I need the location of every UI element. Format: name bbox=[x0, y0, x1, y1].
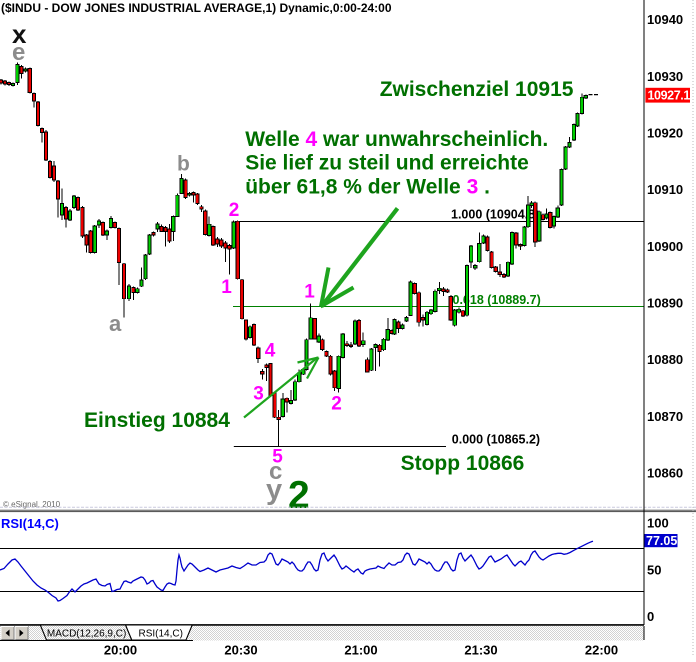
svg-text:10920: 10920 bbox=[647, 126, 683, 141]
svg-text:MACD(12,26,9,C): MACD(12,26,9,C) bbox=[47, 629, 126, 640]
svg-text:21:30: 21:30 bbox=[464, 643, 497, 658]
svg-text:© eSignal, 2010: © eSignal, 2010 bbox=[3, 500, 61, 509]
svg-text:RSI(14,C): RSI(14,C) bbox=[138, 629, 182, 640]
svg-text:77.05: 77.05 bbox=[646, 534, 677, 548]
svg-text:0.000 (10865.2): 0.000 (10865.2) bbox=[452, 433, 540, 447]
svg-text:a: a bbox=[109, 311, 122, 336]
svg-text:4: 4 bbox=[265, 341, 276, 362]
svg-text:Einstieg 10884: Einstieg 10884 bbox=[84, 409, 230, 432]
svg-text:0.618 (10889.7): 0.618 (10889.7) bbox=[453, 293, 541, 307]
svg-text:10860: 10860 bbox=[647, 466, 683, 481]
svg-text:Zwischenziel 10915: Zwischenziel 10915 bbox=[380, 78, 574, 101]
svg-text:1: 1 bbox=[221, 277, 232, 298]
svg-text:y: y bbox=[266, 474, 282, 506]
svg-text:100: 100 bbox=[647, 516, 669, 531]
svg-text:10927.1: 10927.1 bbox=[648, 89, 691, 103]
svg-text:10910: 10910 bbox=[647, 182, 683, 197]
svg-text:21:00: 21:00 bbox=[344, 643, 377, 658]
svg-text:5: 5 bbox=[272, 447, 283, 468]
svg-text:b: b bbox=[177, 153, 190, 176]
svg-text:Sie lief zu steil und erreicht: Sie lief zu steil und erreichte bbox=[245, 152, 529, 175]
svg-text:20:00: 20:00 bbox=[104, 643, 137, 658]
svg-text:Welle 4 war unwahrscheinlich.: Welle 4 war unwahrscheinlich. bbox=[245, 128, 548, 151]
svg-text:10930: 10930 bbox=[647, 69, 683, 84]
svg-text:10900: 10900 bbox=[647, 239, 683, 254]
svg-text:2: 2 bbox=[331, 394, 342, 415]
svg-text:($INDU - DOW JONES INDUSTRIAL: ($INDU - DOW JONES INDUSTRIAL AVERAGE,1)… bbox=[1, 1, 392, 15]
svg-text:10880: 10880 bbox=[647, 352, 683, 367]
svg-text:50: 50 bbox=[647, 563, 661, 578]
svg-text:2: 2 bbox=[229, 200, 240, 221]
svg-text:0: 0 bbox=[647, 609, 654, 624]
svg-text:1.000 (10904.8): 1.000 (10904.8) bbox=[451, 208, 539, 222]
svg-text:c: c bbox=[269, 458, 282, 485]
svg-text:RSI(14,C): RSI(14,C) bbox=[1, 516, 59, 531]
svg-text:1: 1 bbox=[304, 282, 315, 303]
svg-text:20:30: 20:30 bbox=[224, 643, 257, 658]
svg-text:22:00: 22:00 bbox=[585, 643, 618, 658]
svg-text:über 61,8 % der Welle 3 .: über 61,8 % der Welle 3 . bbox=[245, 176, 490, 199]
svg-text:Stopp 10866: Stopp 10866 bbox=[401, 452, 525, 475]
svg-text:10940: 10940 bbox=[647, 12, 683, 27]
svg-text:x: x bbox=[12, 19, 27, 49]
svg-text:e: e bbox=[12, 39, 25, 66]
svg-text:3: 3 bbox=[253, 384, 264, 405]
svg-text:10870: 10870 bbox=[647, 409, 683, 424]
svg-text:10890: 10890 bbox=[647, 296, 683, 311]
